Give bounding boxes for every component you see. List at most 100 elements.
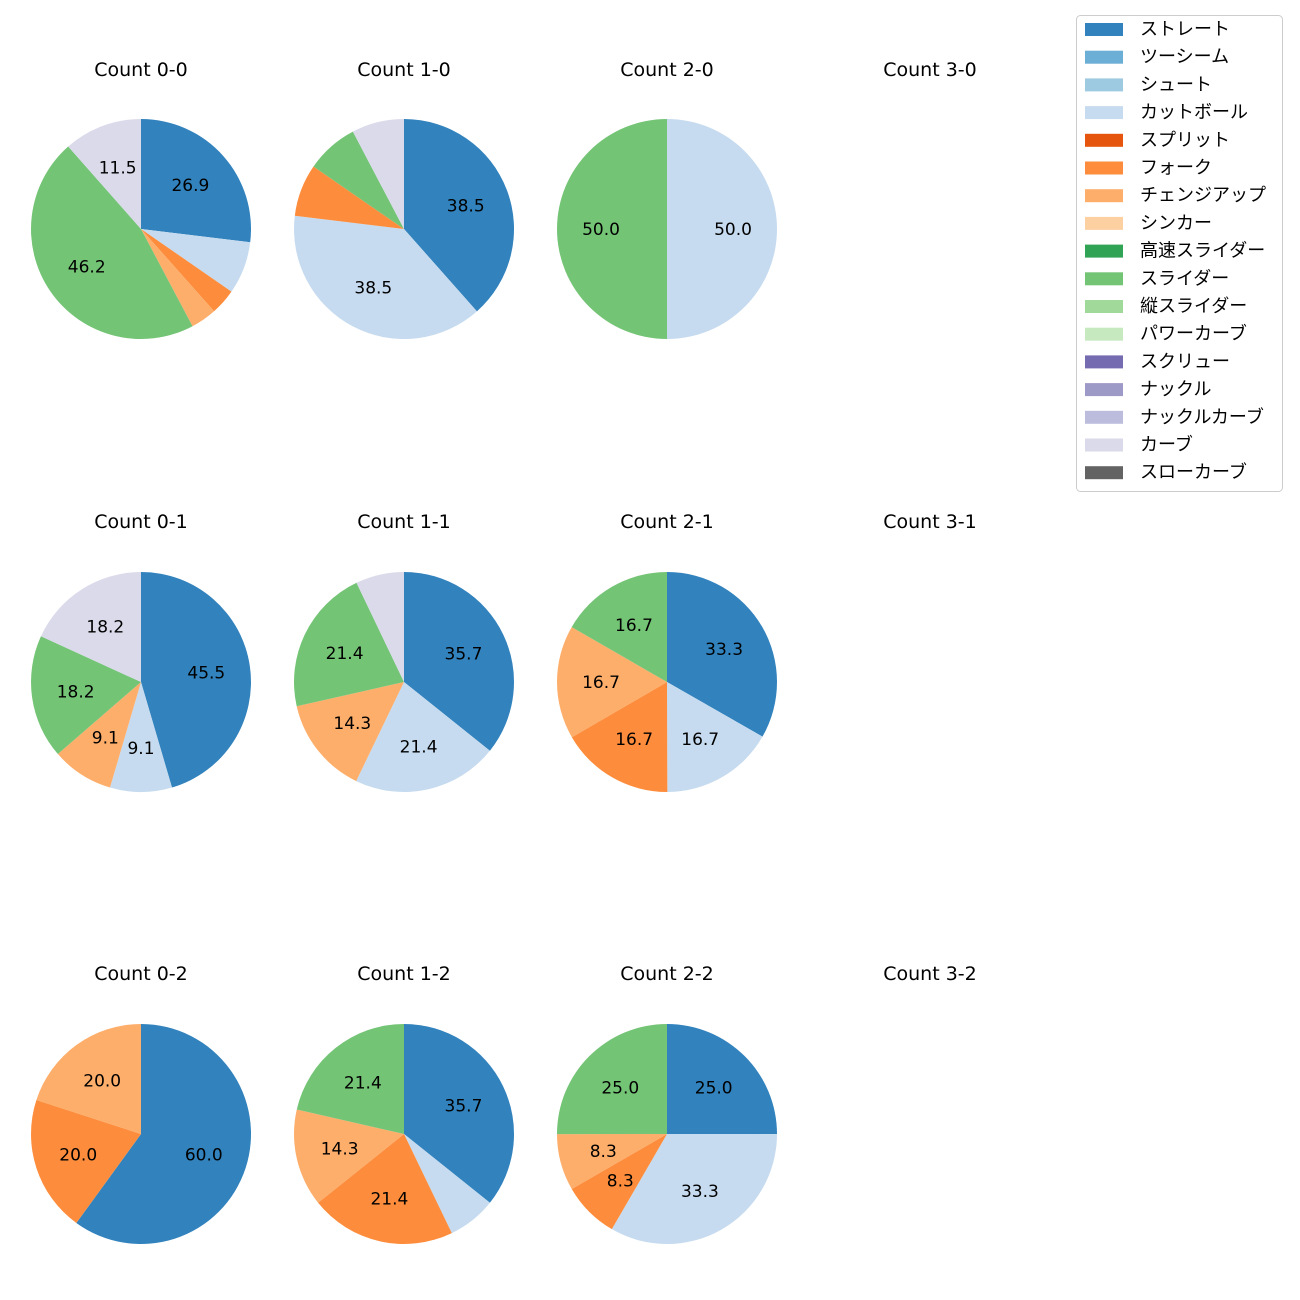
slice-チェンジアップ <box>57 682 141 788</box>
chart-title: Count 3-0 <box>883 59 977 81</box>
slice-チェンジアップ <box>141 229 215 327</box>
legend-swatch <box>1085 78 1123 92</box>
legend-frame <box>1076 15 1283 492</box>
slice-ストレート <box>404 1024 514 1203</box>
pie-count-3-1: Count 3-1 <box>883 511 977 533</box>
slice-フォーク <box>318 1134 452 1244</box>
slice-label: 14.3 <box>321 1140 359 1160</box>
legend-swatch <box>1085 133 1123 147</box>
legend-label: スローカーブ <box>1140 461 1247 483</box>
legend-label: ナックルカーブ <box>1140 406 1264 428</box>
slice-スライダー <box>571 572 667 682</box>
chart-title: Count 0-0 <box>94 59 188 81</box>
slice-label: 16.7 <box>681 730 719 750</box>
slice-label: 35.7 <box>445 644 483 664</box>
slice-カーブ <box>356 572 404 682</box>
slice-label: 11.5 <box>99 158 137 178</box>
legend-swatch <box>1085 438 1123 452</box>
slice-ストレート <box>76 1024 252 1244</box>
slice-label: 50.0 <box>582 220 620 240</box>
legend-label: シンカー <box>1140 213 1212 234</box>
slice-label: 21.4 <box>400 737 438 757</box>
legend-swatch <box>1085 327 1123 341</box>
slice-label: 8.3 <box>590 1142 617 1162</box>
legend-swatch <box>1085 106 1123 120</box>
slice-ストレート <box>667 1024 777 1135</box>
slice-カーブ <box>352 119 404 229</box>
slice-フォーク <box>571 682 668 792</box>
slice-カットボール <box>667 682 763 792</box>
slice-label: 26.9 <box>171 176 209 196</box>
slice-カットボール <box>294 215 477 339</box>
legend-swatch <box>1085 216 1123 230</box>
legend-label: ストレート <box>1140 19 1230 40</box>
slice-スライダー <box>313 131 404 229</box>
slice-フォーク <box>31 1100 142 1223</box>
slice-ストレート <box>404 572 514 751</box>
pie-count-0-0: Count 0-0 26.9 46.2 11.5 <box>30 59 251 339</box>
slice-ストレート <box>141 572 252 788</box>
slice-label: 50.0 <box>714 220 752 240</box>
pie-count-3-0: Count 3-0 <box>883 59 977 81</box>
slice-label: 21.4 <box>370 1189 408 1209</box>
slice-label: 16.7 <box>615 616 653 636</box>
slice-label: 21.4 <box>344 1073 382 1093</box>
slice-フォーク <box>294 166 404 229</box>
legend-label: パワーカーブ <box>1140 323 1247 345</box>
legend-label: カーブ <box>1140 434 1193 456</box>
legend-swatch <box>1085 189 1123 203</box>
legend-swatch <box>1085 244 1123 258</box>
slice-label: 38.5 <box>354 278 392 298</box>
slice-label: 9.1 <box>92 729 119 749</box>
slice-label: 25.0 <box>601 1078 639 1098</box>
chart-title: Count 2-2 <box>620 963 714 985</box>
slice-label: 35.7 <box>445 1096 483 1116</box>
slice-カーブ <box>68 118 141 229</box>
slice-チェンジアップ <box>557 1134 667 1189</box>
legend-label: 高速スライダー <box>1140 241 1265 262</box>
slice-チェンジアップ <box>293 1109 404 1203</box>
slice-カットボール <box>611 1134 777 1244</box>
pie-count-2-2: Count 2-2 25.0 33.3 8.3 8.3 25.0 <box>556 963 777 1244</box>
slice-カットボール <box>356 682 490 792</box>
legend-swatch <box>1085 50 1123 64</box>
legend-label: スライダー <box>1140 268 1229 289</box>
legend-label: 縦スライダー <box>1140 296 1247 317</box>
slice-ストレート <box>667 572 777 737</box>
chart-title: Count 1-0 <box>357 59 451 81</box>
chart-title: Count 1-2 <box>357 963 451 985</box>
slice-label: 20.0 <box>83 1072 121 1092</box>
slice-フォーク <box>571 1134 667 1230</box>
slice-カットボール <box>110 682 172 793</box>
slice-チェンジアップ <box>36 1024 141 1134</box>
legend-label: チェンジアップ <box>1140 185 1266 206</box>
slice-label: 16.7 <box>615 730 653 750</box>
slice-ストレート <box>141 119 251 243</box>
chart-title: Count 1-1 <box>357 511 451 533</box>
slice-label: 16.7 <box>582 673 620 693</box>
legend-label: ナックル <box>1140 379 1211 400</box>
legend-label: シュート <box>1140 74 1212 95</box>
legend-label: スクリュー <box>1140 351 1230 372</box>
chart-title: Count 3-1 <box>883 511 977 533</box>
slice-label: 20.0 <box>59 1145 97 1165</box>
slice-label: 21.4 <box>326 644 364 664</box>
pie-count-2-1: Count 2-1 33.3 16.7 16.7 16.7 16.7 <box>556 511 777 792</box>
slice-label: 8.3 <box>607 1172 634 1192</box>
pie-count-3-2: Count 3-2 <box>883 963 977 985</box>
slice-カーブ <box>40 572 142 682</box>
legend-label: カットボール <box>1140 102 1248 123</box>
slice-ストレート <box>404 119 514 312</box>
pie-count-0-2: Count 0-2 60.0 20.0 20.0 <box>31 963 252 1244</box>
chart-title: Count 2-0 <box>620 59 714 81</box>
slice-スライダー <box>294 582 404 707</box>
slice-label: 33.3 <box>705 640 743 660</box>
legend-swatch <box>1085 300 1123 313</box>
legend-swatch <box>1085 466 1123 480</box>
slice-label: 14.3 <box>333 714 371 734</box>
chart-title: Count 0-2 <box>94 963 188 985</box>
slice-チェンジアップ <box>296 682 404 782</box>
slice-スライダー <box>296 1024 404 1134</box>
chart-title: Count 3-2 <box>883 963 977 985</box>
